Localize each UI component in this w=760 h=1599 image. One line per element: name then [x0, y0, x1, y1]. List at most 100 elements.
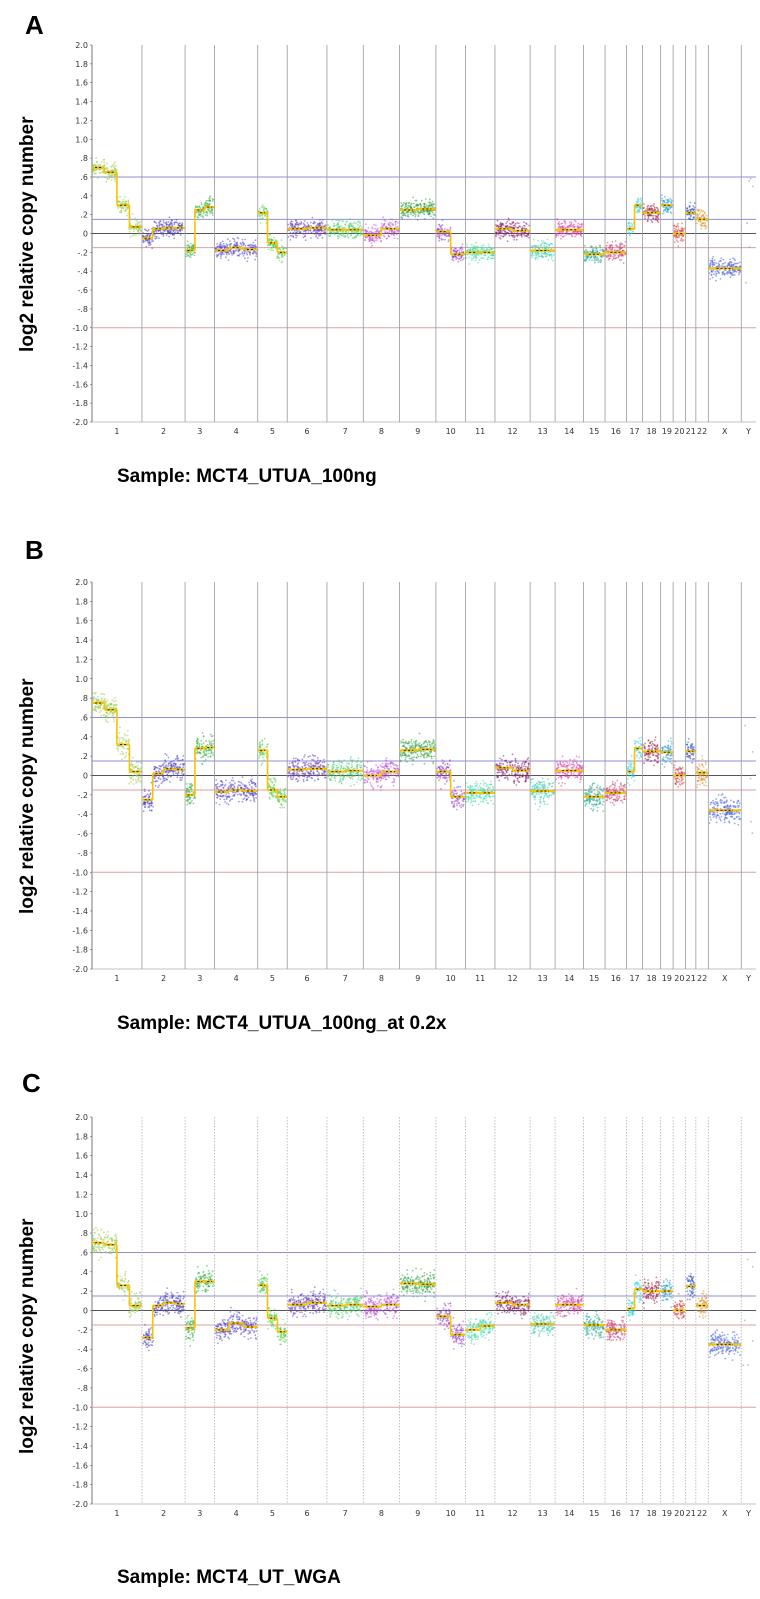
data-point: [705, 225, 708, 227]
data-point: [391, 223, 394, 225]
data-point: [631, 223, 634, 226]
data-point: [132, 766, 135, 769]
data-point: [501, 229, 504, 232]
data-point: [148, 241, 151, 244]
data-point: [261, 216, 264, 219]
data-point: [373, 223, 375, 226]
data-point: [261, 740, 264, 743]
data-point: [595, 259, 597, 262]
data-point: [526, 233, 529, 236]
data-point: [167, 771, 169, 774]
data-point: [93, 707, 95, 710]
data-point: [547, 247, 550, 250]
data-point: [220, 253, 223, 256]
data-point: [304, 224, 307, 227]
data-point: [615, 244, 617, 247]
data-point: [252, 241, 255, 244]
data-point: [479, 249, 482, 252]
data-point: [540, 245, 542, 248]
data-point: [657, 221, 660, 224]
data-point: [513, 238, 516, 241]
data-point: [619, 244, 622, 247]
data-point: [210, 211, 213, 214]
data-point: [106, 707, 108, 709]
data-point: [220, 255, 222, 257]
data-point: [677, 222, 680, 225]
data-point: [667, 198, 670, 201]
data-point: [733, 274, 736, 276]
data-point: [370, 230, 373, 233]
data-point: [97, 695, 99, 698]
data-point: [323, 230, 325, 232]
data-point: [521, 231, 523, 234]
data-point: [631, 225, 634, 228]
data-point: [166, 778, 168, 781]
y-tick-label: 1.8: [75, 597, 88, 606]
data-point: [247, 257, 249, 259]
data-point: [193, 795, 196, 798]
data-point: [178, 759, 180, 762]
data-point: [124, 734, 127, 737]
data-point: [605, 247, 607, 250]
data-point: [206, 212, 208, 215]
data-point: [495, 224, 497, 226]
data-point: [749, 177, 752, 180]
data-point: [131, 213, 134, 216]
data-point: [138, 231, 141, 234]
data-point: [126, 734, 129, 737]
data-point: [647, 217, 650, 220]
data-point: [218, 803, 221, 806]
data-point: [426, 204, 428, 207]
chromosome-label: 7: [343, 427, 348, 436]
data-point: [390, 218, 392, 221]
data-point: [205, 754, 208, 757]
chromosome-label: 6: [305, 427, 310, 436]
data-point: [255, 793, 257, 796]
data-point: [128, 230, 131, 233]
data-point: [146, 800, 149, 803]
data-point: [252, 781, 255, 784]
data-point: [148, 806, 151, 809]
data-point: [128, 776, 131, 778]
chromosome-label: 2: [161, 427, 166, 436]
data-point: [228, 785, 231, 788]
data-point: [598, 260, 601, 262]
y-tick-label: -1.0: [72, 868, 88, 877]
chromosome-label: 3: [197, 974, 202, 983]
data-point: [112, 176, 114, 179]
data-point: [262, 206, 265, 208]
data-point: [688, 213, 691, 216]
data-point: [512, 226, 515, 229]
data-point: [237, 237, 240, 240]
data-point: [196, 751, 199, 753]
data-point: [499, 237, 502, 240]
data-point: [311, 216, 314, 219]
data-point: [204, 211, 207, 214]
data-point: [200, 203, 203, 206]
data-point: [572, 224, 574, 227]
data-point: [610, 244, 613, 247]
data-point: [560, 230, 562, 233]
data-point: [661, 199, 663, 202]
data-point: [106, 699, 108, 701]
data-point: [468, 263, 470, 265]
data-point: [233, 251, 236, 253]
data-point: [476, 245, 478, 248]
data-point: [113, 178, 116, 180]
data-point: [188, 783, 191, 785]
data-point: [240, 787, 242, 789]
data-point: [413, 206, 416, 208]
data-point: [482, 244, 485, 247]
data-point: [652, 217, 655, 220]
data-point: [412, 202, 415, 205]
data-point: [654, 206, 656, 209]
data-point: [243, 797, 246, 800]
data-point: [383, 223, 386, 225]
data-point: [190, 801, 192, 804]
data-point: [540, 243, 543, 246]
data-point: [466, 245, 469, 248]
data-point: [490, 258, 493, 260]
data-point: [144, 806, 147, 808]
data-point: [353, 231, 356, 234]
data-point: [653, 203, 655, 205]
